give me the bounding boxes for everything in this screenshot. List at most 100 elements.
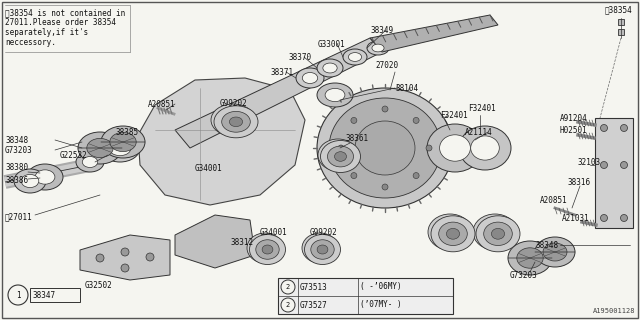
Ellipse shape <box>317 59 343 77</box>
Ellipse shape <box>321 140 360 172</box>
Ellipse shape <box>372 44 384 52</box>
Ellipse shape <box>476 216 520 252</box>
Ellipse shape <box>311 240 334 259</box>
Ellipse shape <box>253 238 276 258</box>
Text: 38348: 38348 <box>535 241 558 250</box>
Ellipse shape <box>535 237 575 267</box>
Text: 32103: 32103 <box>578 157 601 166</box>
Text: G73527: G73527 <box>300 300 328 309</box>
Ellipse shape <box>332 150 344 160</box>
Circle shape <box>600 124 607 132</box>
Ellipse shape <box>100 134 140 162</box>
Circle shape <box>146 253 154 261</box>
Ellipse shape <box>438 222 467 245</box>
Text: 27011.Please order 38354: 27011.Please order 38354 <box>5 18 116 27</box>
Text: (’07MY- ): (’07MY- ) <box>360 300 402 309</box>
Ellipse shape <box>367 41 389 55</box>
Text: 38348: 38348 <box>5 135 28 145</box>
Polygon shape <box>175 215 255 268</box>
Ellipse shape <box>355 121 415 175</box>
Text: 2: 2 <box>286 302 290 308</box>
Ellipse shape <box>21 174 39 188</box>
Ellipse shape <box>308 238 332 258</box>
Text: 38371: 38371 <box>270 68 293 76</box>
Ellipse shape <box>328 146 353 167</box>
Bar <box>595 118 633 228</box>
Text: G22532: G22532 <box>60 150 88 159</box>
Circle shape <box>281 298 295 312</box>
Ellipse shape <box>305 235 340 265</box>
Ellipse shape <box>256 240 279 259</box>
Ellipse shape <box>101 126 145 158</box>
Text: A20851: A20851 <box>148 100 176 108</box>
Ellipse shape <box>27 164 63 190</box>
Text: G34001: G34001 <box>260 228 288 236</box>
Text: G99202: G99202 <box>310 228 338 236</box>
Text: A91204: A91204 <box>560 114 588 123</box>
Text: ‸27011: ‸27011 <box>5 212 33 221</box>
Ellipse shape <box>250 235 285 265</box>
Ellipse shape <box>14 169 46 193</box>
Ellipse shape <box>221 111 250 132</box>
Text: neccessory.: neccessory. <box>5 38 56 47</box>
Text: 38386: 38386 <box>5 175 28 185</box>
Ellipse shape <box>109 140 131 156</box>
Text: 2: 2 <box>286 284 290 290</box>
Ellipse shape <box>481 220 509 244</box>
Ellipse shape <box>317 245 328 254</box>
Bar <box>278 278 453 314</box>
Ellipse shape <box>543 243 567 261</box>
Ellipse shape <box>325 145 351 165</box>
Ellipse shape <box>473 214 517 250</box>
Ellipse shape <box>260 244 271 252</box>
Text: 38349: 38349 <box>370 26 393 35</box>
Circle shape <box>600 214 607 221</box>
Ellipse shape <box>508 241 552 275</box>
Ellipse shape <box>470 136 499 160</box>
Text: H02501: H02501 <box>560 125 588 134</box>
Ellipse shape <box>343 49 367 65</box>
Circle shape <box>121 264 129 272</box>
Text: G73203: G73203 <box>5 146 33 155</box>
Circle shape <box>382 106 388 112</box>
Text: 38385: 38385 <box>115 127 138 137</box>
Ellipse shape <box>323 63 337 73</box>
Ellipse shape <box>317 83 353 107</box>
Circle shape <box>426 145 432 151</box>
Ellipse shape <box>444 227 456 237</box>
Text: G73203: G73203 <box>510 270 538 279</box>
Ellipse shape <box>219 110 247 131</box>
Circle shape <box>281 280 295 294</box>
Ellipse shape <box>492 228 504 239</box>
Text: ‸38354: ‸38354 <box>605 5 633 14</box>
Ellipse shape <box>459 126 511 170</box>
Polygon shape <box>370 15 498 52</box>
Circle shape <box>121 248 129 256</box>
Text: 38347: 38347 <box>32 291 55 300</box>
Ellipse shape <box>78 132 122 164</box>
Bar <box>30 288 80 302</box>
Ellipse shape <box>318 139 358 171</box>
Ellipse shape <box>76 152 104 172</box>
Ellipse shape <box>431 216 475 252</box>
Ellipse shape <box>262 245 273 254</box>
Text: G99202: G99202 <box>219 99 247 108</box>
Polygon shape <box>80 235 170 280</box>
Ellipse shape <box>325 88 345 102</box>
Ellipse shape <box>211 104 255 136</box>
Circle shape <box>338 145 344 151</box>
Text: F32401: F32401 <box>468 103 496 113</box>
Ellipse shape <box>428 214 472 250</box>
Ellipse shape <box>436 220 464 244</box>
Ellipse shape <box>488 227 502 237</box>
Text: 38361: 38361 <box>345 133 368 142</box>
Text: G33001: G33001 <box>318 39 346 49</box>
Text: A21114: A21114 <box>465 127 493 137</box>
Circle shape <box>351 117 357 124</box>
Ellipse shape <box>315 244 325 252</box>
Circle shape <box>96 254 104 262</box>
Text: 38104: 38104 <box>395 84 418 92</box>
Ellipse shape <box>348 52 362 61</box>
Polygon shape <box>175 38 382 148</box>
Text: 27020: 27020 <box>375 60 398 69</box>
